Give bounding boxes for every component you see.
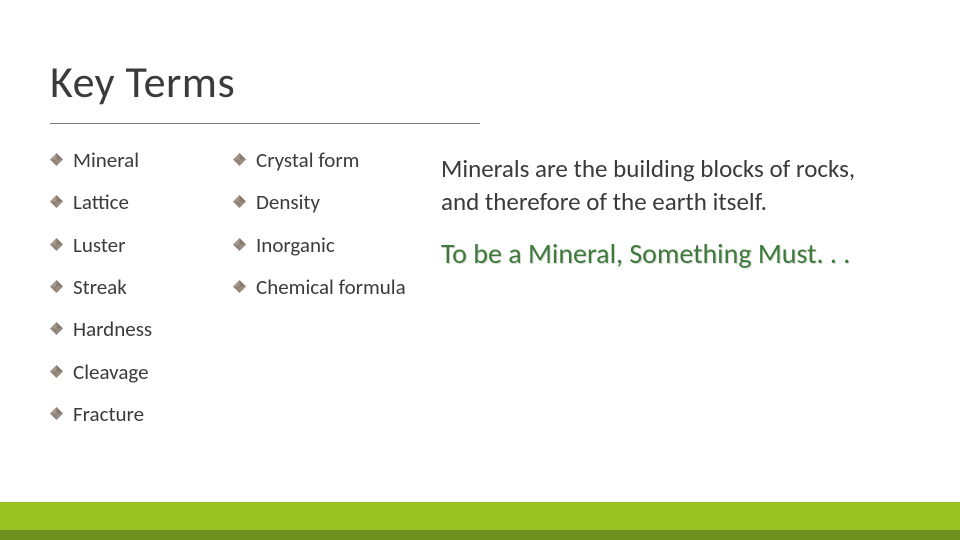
list-item: Fracture: [50, 400, 205, 428]
term-label: Streak: [73, 273, 127, 301]
list-item: Inorganic: [233, 231, 413, 259]
list-item: Luster: [50, 231, 205, 259]
term-label: Fracture: [73, 400, 144, 428]
diamond-bullet-icon: [233, 153, 246, 166]
term-label: Luster: [73, 231, 125, 259]
term-label: Density: [256, 188, 320, 216]
diamond-bullet-icon: [233, 195, 246, 208]
list-item: Chemical formula: [233, 273, 413, 301]
term-label: Cleavage: [73, 358, 149, 386]
list-item: Cleavage: [50, 358, 205, 386]
content-row: Mineral Lattice Luster Streak: [50, 146, 910, 442]
term-label: Inorganic: [256, 231, 335, 259]
diamond-bullet-icon: [233, 238, 246, 251]
term-label: Lattice: [73, 188, 129, 216]
diamond-bullet-icon: [50, 195, 63, 208]
term-label: Crystal form: [256, 146, 359, 174]
list-item: Crystal form: [233, 146, 413, 174]
body-paragraph: Minerals are the building blocks of rock…: [441, 152, 881, 218]
band-main: [0, 502, 960, 530]
subtitle: To be a Mineral, Something Must. . .: [441, 236, 881, 271]
list-item: Hardness: [50, 315, 205, 343]
body-column: Minerals are the building blocks of rock…: [441, 146, 881, 442]
term-label: Mineral: [73, 146, 139, 174]
diamond-bullet-icon: [50, 238, 63, 251]
list-item: Density: [233, 188, 413, 216]
diamond-bullet-icon: [50, 280, 63, 293]
diamond-bullet-icon: [50, 365, 63, 378]
diamond-bullet-icon: [50, 407, 63, 420]
term-label: Chemical formula: [256, 273, 406, 301]
slide: Key Terms Mineral Lattice Luster: [0, 0, 960, 540]
band-accent: [0, 530, 960, 540]
list-item: Lattice: [50, 188, 205, 216]
page-title: Key Terms: [50, 55, 480, 124]
term-label: Hardness: [73, 315, 152, 343]
bottom-band: [0, 502, 960, 540]
terms-column-2: Crystal form Density Inorganic Chemical …: [233, 146, 413, 442]
diamond-bullet-icon: [233, 280, 246, 293]
list-item: Streak: [50, 273, 205, 301]
terms-column-1: Mineral Lattice Luster Streak: [50, 146, 205, 442]
diamond-bullet-icon: [50, 153, 63, 166]
list-item: Mineral: [50, 146, 205, 174]
diamond-bullet-icon: [50, 322, 63, 335]
